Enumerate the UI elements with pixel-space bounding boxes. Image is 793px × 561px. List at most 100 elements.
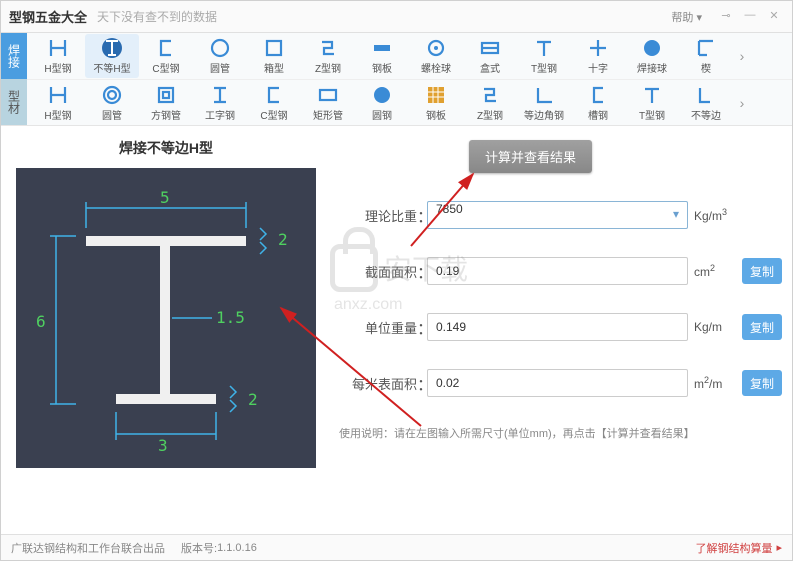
tool-t[interactable]: T型钢 [517, 34, 571, 78]
tool-t[interactable]: T型钢 [625, 81, 679, 125]
link-arrow-icon: ▸ [776, 541, 782, 554]
toolbar-more[interactable]: › [733, 81, 751, 125]
solid-icon [371, 84, 393, 106]
status-version-label: 版本号: [181, 540, 217, 556]
tool-grid[interactable]: 钢板 [409, 81, 463, 125]
tool-c[interactable]: C型钢 [247, 81, 301, 125]
tool-bolt[interactable]: 螺栓球 [409, 34, 463, 78]
row-density: 理论比重 ： 7850 Kg/m3 [339, 201, 782, 229]
toolbar-rows: H型钢不等H型C型钢圆管箱型Z型钢钢板螺栓球盒式T型钢十字焊接球楔› H型钢圆管… [27, 33, 792, 125]
copy-surface-button[interactable]: 复制 [742, 370, 782, 396]
input-surface[interactable] [427, 369, 688, 397]
i-icon [209, 84, 231, 106]
left-panel: 焊接不等边H型 [11, 138, 321, 534]
help-menu[interactable]: 帮助 ▾ [671, 9, 702, 25]
tool-z[interactable]: Z型钢 [301, 34, 355, 78]
row-area: 截面面积 ： cm2 复制 [339, 257, 782, 285]
tool-h[interactable]: H型钢 [31, 34, 85, 78]
app-window: 型钢五金大全 天下没有查不到的数据 帮助 ▾ ⊸ — ✕ 焊接 型材 H型钢不等… [0, 0, 793, 561]
grid-icon [425, 84, 447, 106]
tool-sq[interactable]: 方钢管 [139, 81, 193, 125]
minimize-button[interactable]: — [740, 9, 760, 25]
label-density: 理论比重 [339, 206, 417, 225]
app-subtitle: 天下没有查不到的数据 [97, 8, 217, 25]
input-area[interactable] [427, 257, 688, 285]
tool-channel[interactable]: 槽钢 [571, 81, 625, 125]
angle2-icon [695, 84, 717, 106]
app-title: 型钢五金大全 [9, 7, 87, 26]
calculate-button[interactable]: 计算并查看结果 [469, 140, 592, 173]
dim-web[interactable]: 1.5 [216, 308, 245, 327]
h-beam-diagram[interactable]: 5 3 6 1.5 2 2 [16, 168, 316, 468]
tool-angle[interactable]: 等边角钢 [517, 81, 571, 125]
h-icon [47, 84, 69, 106]
toolbar-row-profile: H型钢圆管方钢管工字钢C型钢矩形管圆钢钢板Z型钢等边角钢槽钢T型钢不等边› [27, 79, 792, 125]
tool-h-uneq[interactable]: 不等H型 [85, 34, 139, 78]
tool-solid[interactable]: 圆钢 [355, 81, 409, 125]
toolbar-row-weld: H型钢不等H型C型钢圆管箱型Z型钢钢板螺栓球盒式T型钢十字焊接球楔› [27, 33, 792, 79]
status-credit: 广联达钢结构和工作台联合出品 [11, 540, 165, 556]
titlebar: 型钢五金大全 天下没有查不到的数据 帮助 ▾ ⊸ — ✕ [1, 1, 792, 33]
box-icon [263, 37, 285, 59]
tool-angle2[interactable]: 不等边 [679, 81, 733, 125]
c-icon [263, 84, 285, 106]
copy-unit-weight-button[interactable]: 复制 [742, 314, 782, 340]
close-button[interactable]: ✕ [764, 9, 784, 25]
tool-box2[interactable]: 盒式 [463, 34, 517, 78]
tool-box[interactable]: 箱型 [247, 34, 301, 78]
tool-ring[interactable]: 圆管 [85, 81, 139, 125]
status-link[interactable]: 了解钢结构算量 [695, 540, 772, 556]
unit-density: Kg/m3 [688, 207, 738, 223]
tool-c[interactable]: C型钢 [139, 34, 193, 78]
diagram-svg [16, 168, 316, 468]
tool-h[interactable]: H型钢 [31, 81, 85, 125]
circle-icon [209, 37, 231, 59]
select-density[interactable]: 7850 [427, 201, 688, 229]
c-icon [155, 37, 177, 59]
toolbar-more[interactable]: › [733, 34, 751, 78]
dim-top-width[interactable]: 5 [160, 188, 170, 207]
usage-hint: 使用说明：请在左图输入所需尺寸(单位mm)，再点击【计算并查看结果】 [339, 425, 782, 441]
h-icon [47, 37, 69, 59]
tab-profile[interactable]: 型材 [1, 79, 27, 125]
pin-button[interactable]: ⊸ [716, 9, 736, 25]
ring-icon [101, 84, 123, 106]
box2-icon [479, 37, 501, 59]
t-icon [641, 84, 663, 106]
row-surface: 每米表面积 ： m2/m 复制 [339, 369, 782, 397]
angle-icon [533, 84, 555, 106]
label-area: 截面面积 [339, 262, 417, 281]
tool-z[interactable]: Z型钢 [463, 81, 517, 125]
plate-icon [371, 37, 393, 59]
tool-wedge[interactable]: 楔 [679, 34, 733, 78]
status-version: 1.1.0.16 [217, 542, 257, 554]
rect-icon [317, 84, 339, 106]
tool-cross[interactable]: 十字 [571, 34, 625, 78]
unit-area: cm2 [688, 263, 738, 279]
dim-bottom-width[interactable]: 3 [158, 436, 168, 455]
sq-icon [155, 84, 177, 106]
label-surface: 每米表面积 [339, 374, 417, 393]
right-panel: 计算并查看结果 理论比重 ： 7850 Kg/m3 截面面积 ： cm2 复制 … [321, 138, 782, 534]
main-area: 焊接不等边H型 [1, 126, 792, 534]
tool-circle[interactable]: 圆管 [193, 34, 247, 78]
row-unit-weight: 单位重量 ： Kg/m 复制 [339, 313, 782, 341]
dim-top-flange[interactable]: 2 [278, 230, 288, 249]
wedge-icon [695, 37, 717, 59]
h-uneq-icon [101, 37, 123, 59]
input-unit-weight[interactable] [427, 313, 688, 341]
tool-plate[interactable]: 钢板 [355, 34, 409, 78]
unit-unit-weight: Kg/m [688, 320, 738, 334]
dim-height[interactable]: 6 [36, 312, 46, 331]
tab-weld[interactable]: 焊接 [1, 33, 27, 79]
panel-title: 焊接不等边H型 [11, 138, 321, 158]
tool-rect[interactable]: 矩形管 [301, 81, 355, 125]
toolbar-area: 焊接 型材 H型钢不等H型C型钢圆管箱型Z型钢钢板螺栓球盒式T型钢十字焊接球楔›… [1, 33, 792, 126]
copy-area-button[interactable]: 复制 [742, 258, 782, 284]
side-tabs: 焊接 型材 [1, 33, 27, 125]
tool-i[interactable]: 工字钢 [193, 81, 247, 125]
dim-bottom-flange[interactable]: 2 [248, 390, 258, 409]
cross-icon [587, 37, 609, 59]
tool-sphere[interactable]: 焊接球 [625, 34, 679, 78]
bolt-icon [425, 37, 447, 59]
